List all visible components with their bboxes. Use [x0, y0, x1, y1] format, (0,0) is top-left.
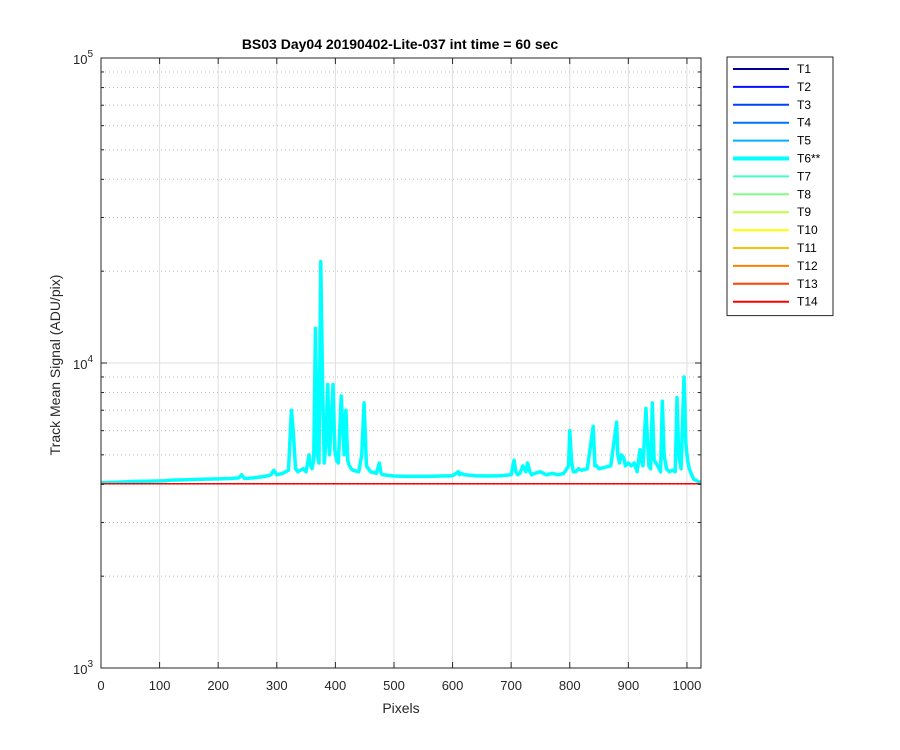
- series-line-highlighted: [101, 259, 701, 485]
- y-tick-base: 10: [73, 662, 87, 677]
- x-tick-label: 0: [97, 678, 104, 693]
- x-tick-label: 400: [325, 678, 347, 693]
- legend: T1 T2 T3 T4 T5 T6** T7 T8 T9 T10 T11 T12 T13 T14: [726, 56, 834, 317]
- y-tick-base: 10: [73, 52, 87, 67]
- y-tick-exponent: 4: [87, 354, 93, 365]
- y-tick-label: 103: [73, 659, 93, 677]
- y-tick-exponent: 5: [87, 49, 93, 60]
- legend-label: T13: [797, 277, 818, 291]
- legend-label: T10: [797, 223, 818, 237]
- legend-label: T14: [797, 295, 818, 309]
- x-tick-label: 100: [149, 678, 171, 693]
- x-tick-label: 1000: [672, 678, 701, 693]
- x-tick-label: 900: [617, 678, 639, 693]
- y-tick-label: 105: [73, 49, 93, 67]
- legend-box: [726, 56, 834, 317]
- y-axis-label: Track Mean Signal (ADU/pix): [47, 275, 63, 456]
- x-tick-label: 600: [442, 678, 464, 693]
- data-lines: [101, 259, 701, 485]
- legend-label: T3: [797, 98, 811, 112]
- chart-title: BS03 Day04 20190402-Lite-037 int time = …: [242, 36, 559, 52]
- x-tick-label: 200: [207, 678, 229, 693]
- x-tick-label: 800: [559, 678, 581, 693]
- legend-label: T5: [797, 134, 811, 148]
- x-axis-label: Pixels: [382, 700, 419, 716]
- legend-label: T12: [797, 259, 818, 273]
- legend-label: T2: [797, 80, 811, 94]
- legend-label: T7: [797, 169, 811, 183]
- x-tick-label: 500: [383, 678, 405, 693]
- y-tick-base: 10: [73, 357, 87, 372]
- y-tick-label: 104: [73, 354, 93, 372]
- legend-label: T9: [797, 205, 811, 219]
- legend-label: T4: [797, 116, 811, 130]
- x-tick-labels: 0 100 200 300 400 500 600 700 800 900 1000: [97, 678, 701, 693]
- legend-label: T8: [797, 187, 811, 201]
- x-tick-label: 300: [266, 678, 288, 693]
- legend-label: T6**: [797, 152, 821, 166]
- legend-label: T1: [797, 62, 811, 76]
- x-tick-label: 700: [500, 678, 522, 693]
- legend-label: T11: [797, 241, 817, 255]
- ticks: [100, 57, 701, 669]
- y-tick-exponent: 3: [87, 659, 93, 670]
